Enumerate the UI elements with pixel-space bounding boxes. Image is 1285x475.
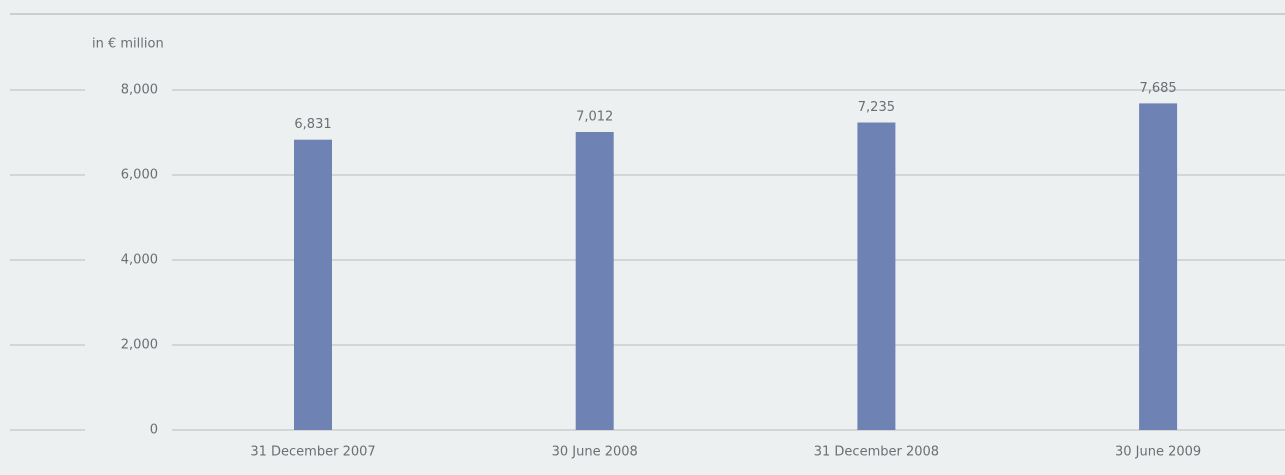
bar — [1139, 103, 1178, 430]
y-tick-label: 8,000 — [121, 83, 158, 98]
y-tick-label: 6,000 — [121, 168, 158, 183]
y-tick-label: 2,000 — [121, 338, 158, 353]
x-tick-label: 30 June 2008 — [552, 445, 638, 460]
x-tick-label: 31 December 2007 — [250, 445, 375, 460]
value-label: 7,235 — [858, 100, 895, 115]
bar — [575, 131, 614, 431]
value-label: 7,012 — [576, 109, 613, 124]
y-tick-label: 0 — [150, 423, 158, 438]
x-tick-label: 30 June 2009 — [1115, 445, 1201, 460]
axis-unit-label: in € million — [92, 37, 164, 52]
y-tick-label: 4,000 — [121, 253, 158, 268]
bar — [294, 139, 332, 430]
value-label: 6,831 — [294, 117, 331, 132]
x-tick-label: 31 December 2008 — [814, 445, 939, 460]
value-label: 7,685 — [1139, 81, 1176, 96]
bar — [857, 122, 896, 430]
